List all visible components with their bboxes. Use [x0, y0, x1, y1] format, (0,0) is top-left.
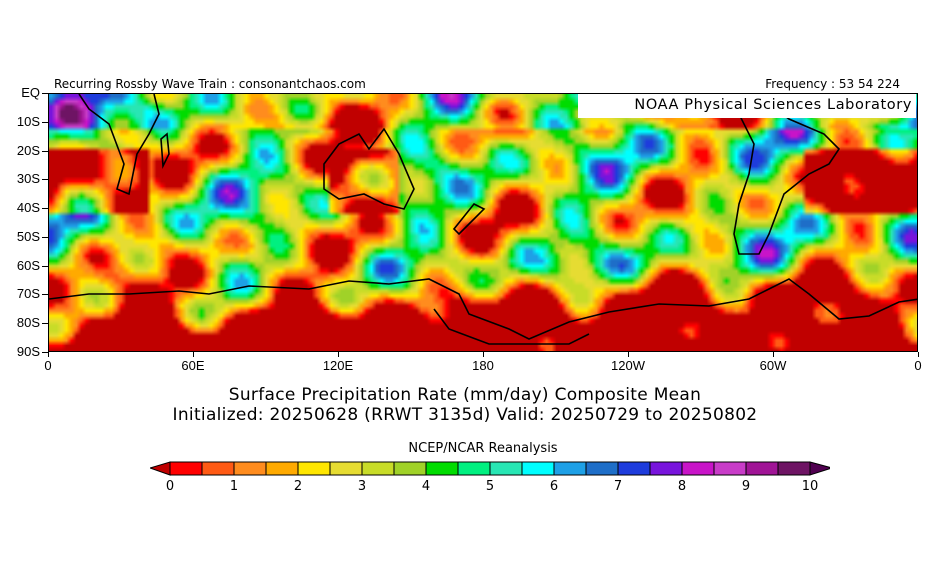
- lat-tick: [42, 236, 48, 238]
- colorbar-tick-label: 2: [293, 479, 303, 494]
- africa-coast: [78, 94, 160, 196]
- lon-label: 60W: [759, 358, 787, 373]
- noaa-psl-label: NOAA Physical Sciences Laboratory: [578, 94, 916, 118]
- lat-tick: [42, 294, 48, 296]
- colorbar-bin: [329, 461, 363, 476]
- chart-title: Surface Precipitation Rate (mm/day) Comp…: [228, 385, 702, 405]
- lat-label: 20S: [16, 142, 40, 158]
- colorbar-bin: [169, 461, 203, 476]
- lon-tick: [773, 352, 774, 357]
- new-zealand-coast: [452, 202, 486, 236]
- australia-coast: [323, 127, 415, 210]
- lon-label: 0: [44, 358, 52, 373]
- lon-tick: [483, 352, 484, 357]
- south-america-coast: [733, 103, 841, 255]
- colorbar-tick-label: 1: [229, 479, 239, 494]
- colorbar-bin: [393, 461, 427, 476]
- lat-tick: [42, 208, 48, 210]
- colorbar-bin: [713, 461, 747, 476]
- colorbar-bin: [521, 461, 555, 476]
- lat-tick: [42, 179, 48, 181]
- lat-tick: [42, 352, 48, 353]
- lat-label: EQ: [21, 85, 40, 100]
- colorbar-bin: [489, 461, 523, 476]
- colorbar-bin: [425, 461, 459, 476]
- lat-label: 80S: [16, 315, 40, 331]
- lon-tick: [48, 352, 49, 357]
- colorbar-under-triangle: [150, 461, 171, 476]
- lat-tick: [42, 265, 48, 267]
- lon-label: 180: [472, 358, 494, 373]
- colorbar: [150, 461, 830, 476]
- lon-tick: [193, 352, 194, 357]
- lat-label: 60S: [16, 257, 40, 273]
- colorbar-bin: [201, 461, 235, 476]
- colorbar-tick-label: 5: [485, 479, 495, 494]
- colorbar-bin: [745, 461, 779, 476]
- colorbar-bin: [233, 461, 267, 476]
- lon-tick: [918, 352, 919, 357]
- chart-subtitle: Initialized: 20250628 (RRWT 3135d) Valid…: [172, 405, 758, 425]
- lat-label: 30S: [16, 171, 40, 187]
- lat-label: 50S: [16, 228, 40, 244]
- colorbar-bin: [553, 461, 587, 476]
- lon-label: 120W: [611, 358, 645, 373]
- figure-left-title: Recurring Rossby Wave Train : consonantc…: [54, 77, 366, 91]
- colorbar-bin: [297, 461, 331, 476]
- colorbar-tick-label: 7: [613, 479, 623, 494]
- colorbar-tick-label: 4: [421, 479, 431, 494]
- colorbar-bin: [265, 461, 299, 476]
- colorbar-tick-label: 3: [357, 479, 367, 494]
- colorbar-bin: [649, 461, 683, 476]
- colorbar-bin: [617, 461, 651, 476]
- colorbar-bin: [457, 461, 491, 476]
- lon-label: 120E: [322, 358, 354, 373]
- colorbar-bin: [777, 461, 811, 476]
- coastlines: [49, 94, 917, 345]
- colorbar-tick-label: 0: [165, 479, 175, 494]
- colorbar-tick-label: 10: [801, 479, 819, 494]
- data-source-label: NCEP/NCAR Reanalysis: [408, 441, 558, 456]
- colorbar-bin: [361, 461, 395, 476]
- lon-tick: [338, 352, 339, 357]
- figure-right-title: Frequency : 53 54 224: [765, 77, 900, 91]
- lat-label: 40S: [16, 200, 40, 216]
- colorbar-tick-label: 8: [677, 479, 687, 494]
- colorbar-bin: [585, 461, 619, 476]
- colorbar-tick-label: 6: [549, 479, 559, 494]
- map-plot-area: [48, 93, 918, 352]
- lat-tick: [42, 323, 48, 325]
- lat-label: 90S: [16, 344, 40, 359]
- antarctica-coast: [49, 278, 917, 340]
- ross-ice-shelf: [433, 308, 590, 345]
- colorbar-tick-label: 9: [741, 479, 751, 494]
- colorbar-over-triangle: [809, 461, 830, 476]
- madagascar-coast: [160, 132, 170, 169]
- colorbar-bin: [681, 461, 715, 476]
- lat-label: 10S: [16, 113, 40, 129]
- lon-label: 0: [914, 358, 922, 373]
- lon-tick: [628, 352, 629, 357]
- lat-tick: [42, 93, 48, 94]
- precipitation-field: [49, 94, 917, 351]
- lon-label: 60E: [181, 358, 205, 373]
- lat-tick: [42, 121, 48, 123]
- lat-tick: [42, 150, 48, 152]
- lat-label: 70S: [16, 286, 40, 302]
